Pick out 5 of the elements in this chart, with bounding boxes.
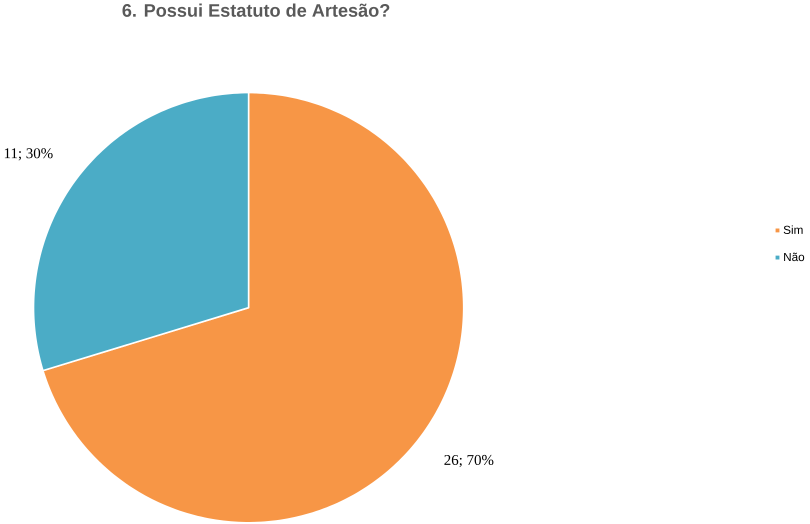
legend-label: Não [784, 252, 804, 262]
chart-title: 6. Possui Estatuto de Artesão? [122, 4, 390, 18]
legend-label: Sim [784, 226, 803, 234]
data-label: 26; 70% [444, 455, 494, 468]
data-label: 11; 30% [4, 148, 53, 161]
